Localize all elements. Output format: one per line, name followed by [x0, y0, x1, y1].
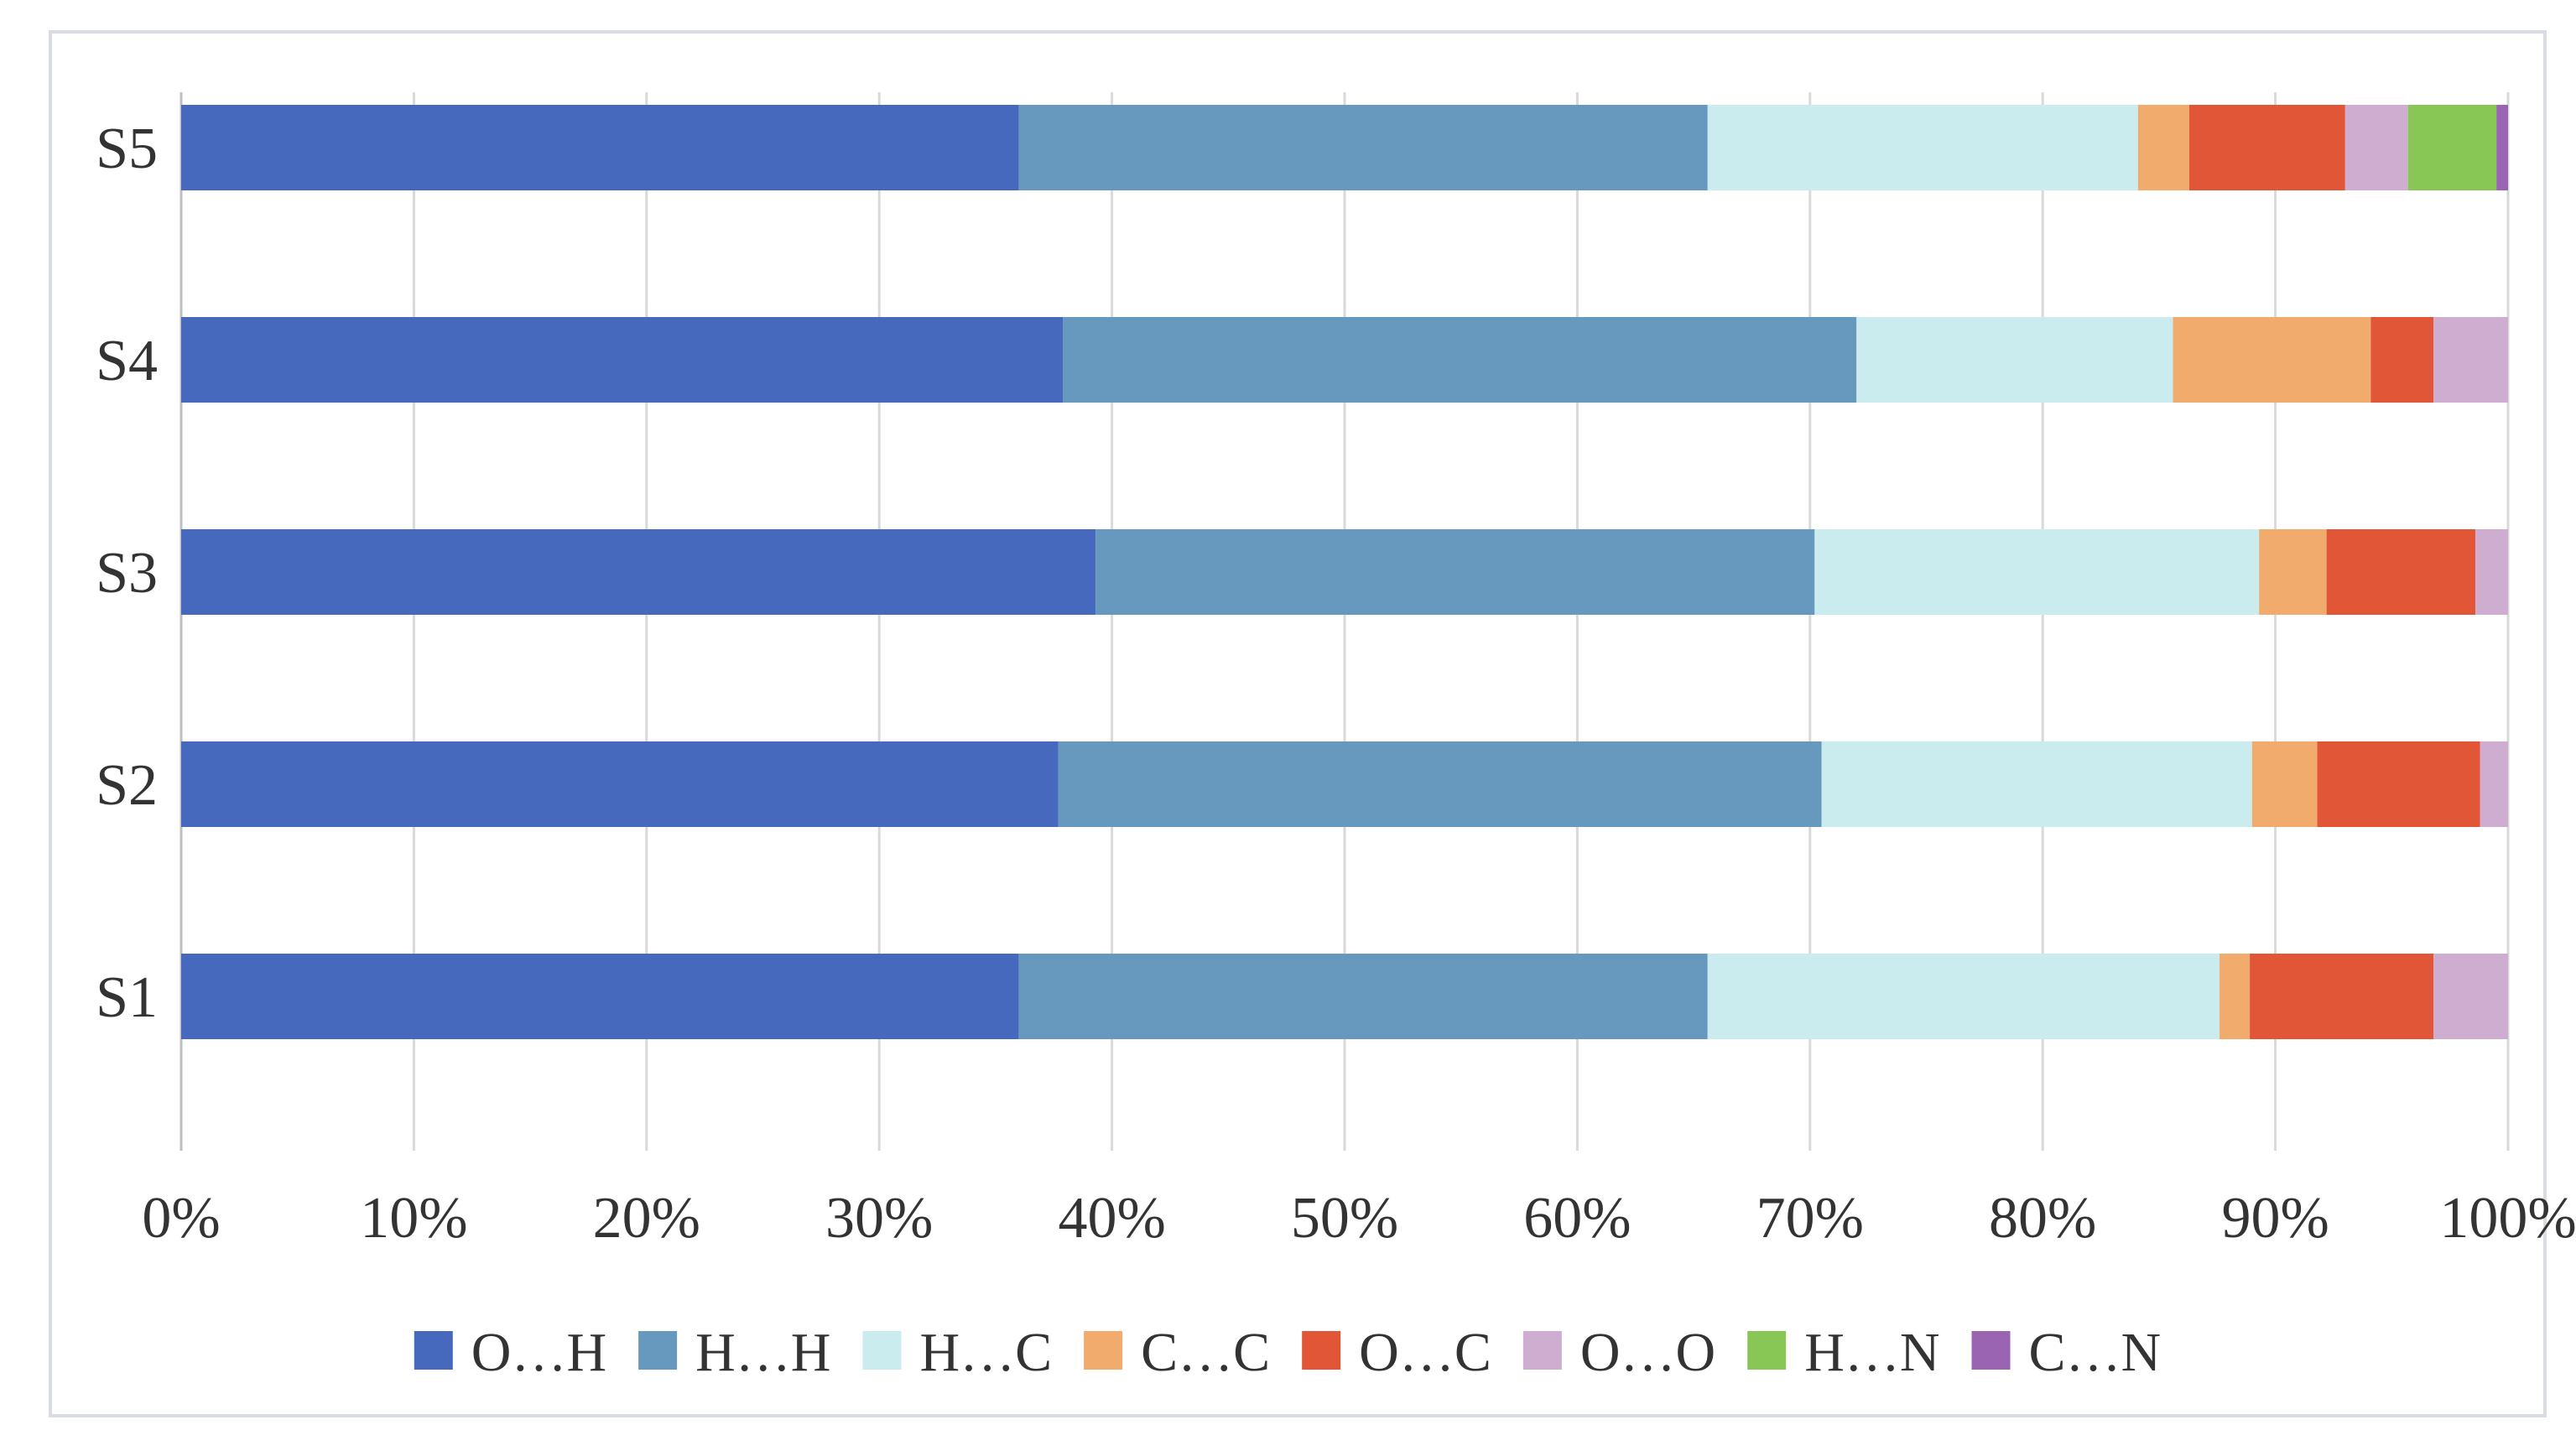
x-tick-label: 70% [1756, 1186, 1864, 1251]
bar-segment [2496, 105, 2508, 190]
bar-segment [181, 317, 1064, 403]
bar-segment [181, 105, 1019, 190]
bar-segment [1018, 105, 1708, 190]
x-tick-label: 100% [2439, 1186, 2576, 1251]
bar-segment [2326, 529, 2476, 615]
x-tick-label: 50% [1291, 1186, 1398, 1251]
legend-label: O…H [471, 1322, 606, 1383]
bar-segment [181, 954, 1019, 1039]
bar-segment [2251, 741, 2318, 827]
bar-segment [181, 529, 1096, 615]
x-tick-label: 40% [1058, 1186, 1165, 1251]
legend-swatch [638, 1331, 678, 1370]
category-label: S2 [96, 753, 158, 818]
bar-segment [1058, 741, 1822, 827]
x-tick-label: 0% [142, 1186, 220, 1251]
legend-label: O…O [1580, 1322, 1715, 1383]
legend-label: C…N [2029, 1322, 2162, 1383]
legend-label: O…C [1359, 1322, 1491, 1383]
category-label: S1 [96, 965, 158, 1030]
bar-segment [1018, 954, 1708, 1039]
bar-segment [1707, 105, 2138, 190]
legend-swatch [1971, 1331, 2011, 1370]
bar-segment [2173, 317, 2371, 403]
legend-label: H…H [695, 1322, 830, 1383]
x-tick-label: 10% [360, 1186, 467, 1251]
category-label: S4 [96, 329, 158, 393]
x-tick-label: 80% [1989, 1186, 2096, 1251]
category-label: S5 [96, 117, 158, 181]
bar-segment [2220, 954, 2251, 1039]
legend-swatch [1747, 1331, 1787, 1370]
bar-segment [2407, 105, 2497, 190]
category-label: S3 [96, 541, 158, 606]
legend-swatch [1302, 1331, 1341, 1370]
x-tick-labels: 0% 10% 20% 30% 40% 50% 60% 70% 80% 90% 100% [142, 1186, 2576, 1251]
legend-swatch [1522, 1331, 1562, 1370]
x-tick-label: 90% [2221, 1186, 2329, 1251]
bar-segment [2317, 741, 2480, 827]
bar-segment [2480, 741, 2508, 827]
legend-label: H…N [1804, 1322, 1939, 1383]
bar-segment [181, 741, 1059, 827]
bar-segment [1063, 317, 1857, 403]
x-tick-label: 30% [825, 1186, 933, 1251]
legend-label: C…C [1141, 1322, 1270, 1383]
bar-segment [2475, 529, 2508, 615]
chart-frame [49, 30, 2547, 1417]
legend-label: H…C [919, 1322, 1052, 1383]
bar-segment [2259, 529, 2327, 615]
bars [181, 105, 2508, 1039]
legend-swatch [1084, 1331, 1123, 1370]
bar-segment [2344, 105, 2408, 190]
bar-segment [1856, 317, 2173, 403]
legend-swatch [862, 1331, 902, 1370]
category-labels: S1 S2 S3 S4 S5 [96, 117, 158, 1030]
bar-segment [1095, 529, 1815, 615]
legend: O…H H…H H…C C…C O…C O…O H…N C…N [414, 1322, 2161, 1383]
bar-segment [2433, 317, 2508, 403]
bar-segment [2188, 105, 2345, 190]
bar-segment [1821, 741, 2252, 827]
bar-segment [2433, 954, 2508, 1039]
bar-segment [1814, 529, 2260, 615]
bar-segment [2137, 105, 2189, 190]
bar-segment [1707, 954, 2220, 1039]
bar-segment [2370, 317, 2434, 403]
x-tick-label: 60% [1523, 1186, 1631, 1251]
x-tick-label: 20% [593, 1186, 700, 1251]
bar-segment [2250, 954, 2434, 1039]
legend-swatch [414, 1331, 453, 1370]
